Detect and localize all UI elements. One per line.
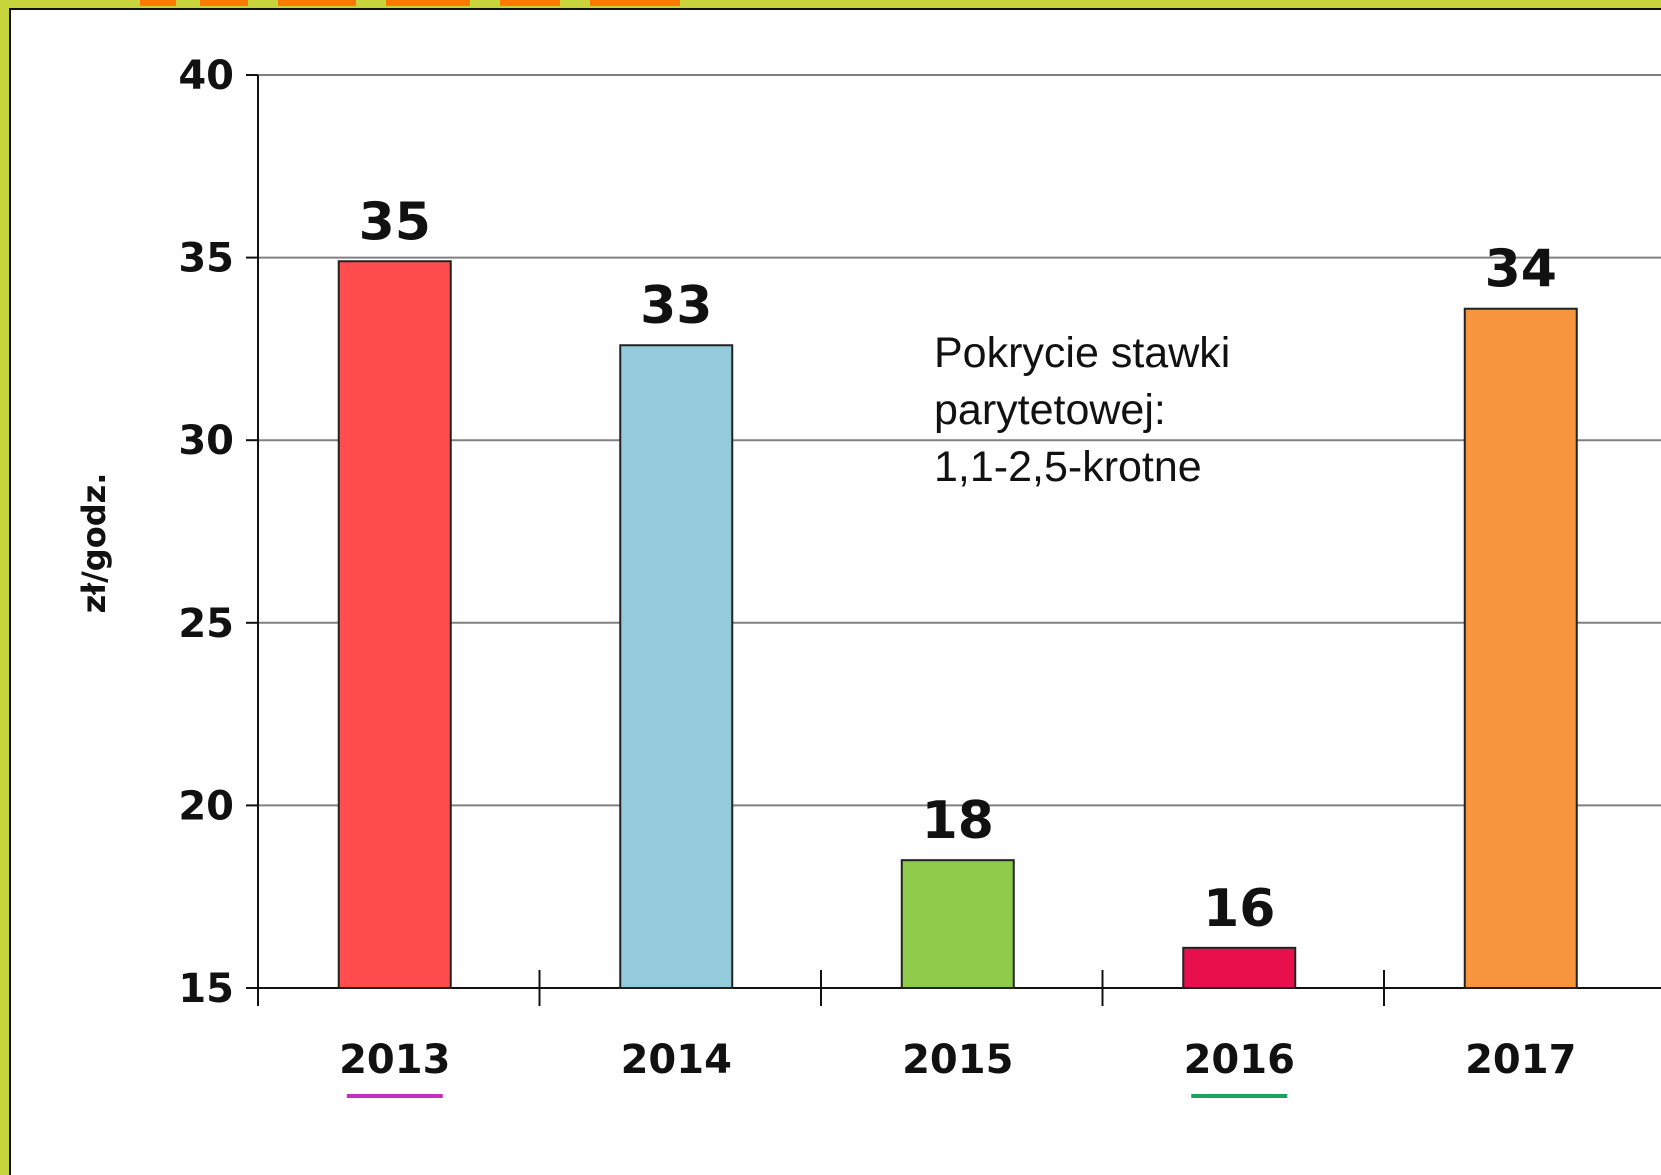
bar-2015: [900, 859, 1015, 989]
y-tick-label: 30: [178, 418, 234, 464]
y-tick-label: 25: [178, 601, 234, 647]
bar-2017: [1463, 307, 1578, 989]
x-category-label-2013: 2013: [339, 1037, 450, 1083]
top-accent-band: [0, 0, 1661, 8]
left-accent-band: [0, 0, 9, 1175]
x-category-label-2015: 2015: [902, 1037, 1013, 1083]
data-label-2013: 35: [359, 192, 431, 252]
y-tick-label: 40: [178, 53, 234, 99]
x-category-label-2017: 2017: [1465, 1037, 1576, 1083]
annotation-box: Pokrycie stawki parytetowej: 1,1-2,5-kro…: [934, 325, 1230, 496]
data-label-2014: 33: [640, 276, 712, 336]
y-tick-label: 35: [178, 236, 234, 282]
data-label-2016: 16: [1203, 879, 1275, 939]
x-category-label-2016: 2016: [1184, 1037, 1295, 1083]
bar-2014: [619, 344, 734, 989]
annotation-line-1: Pokrycie stawki: [934, 329, 1231, 377]
inner-border: [9, 8, 1661, 1175]
y-tick-label: 15: [178, 966, 234, 1012]
annotation-line-2: parytetowej:: [934, 386, 1166, 434]
annotation-line-3: 1,1-2,5-krotne: [934, 443, 1202, 491]
x-category-label-2014: 2014: [621, 1037, 732, 1083]
y-axis-label: zł/godz.: [75, 473, 113, 614]
gridlines: [258, 74, 1661, 807]
data-label-2015: 18: [922, 791, 994, 851]
y-tick-label: 20: [178, 783, 234, 829]
bar-2016: [1182, 946, 1297, 990]
data-label-2017: 34: [1485, 240, 1557, 300]
labels: 15 20 25 30 35 40 35 2013 33 2014 18 2015 16 2016 34 20…: [178, 53, 1576, 1098]
cropped-title-sliver: [140, 0, 740, 6]
bars: [337, 260, 1578, 990]
bar-2013: [337, 260, 452, 989]
